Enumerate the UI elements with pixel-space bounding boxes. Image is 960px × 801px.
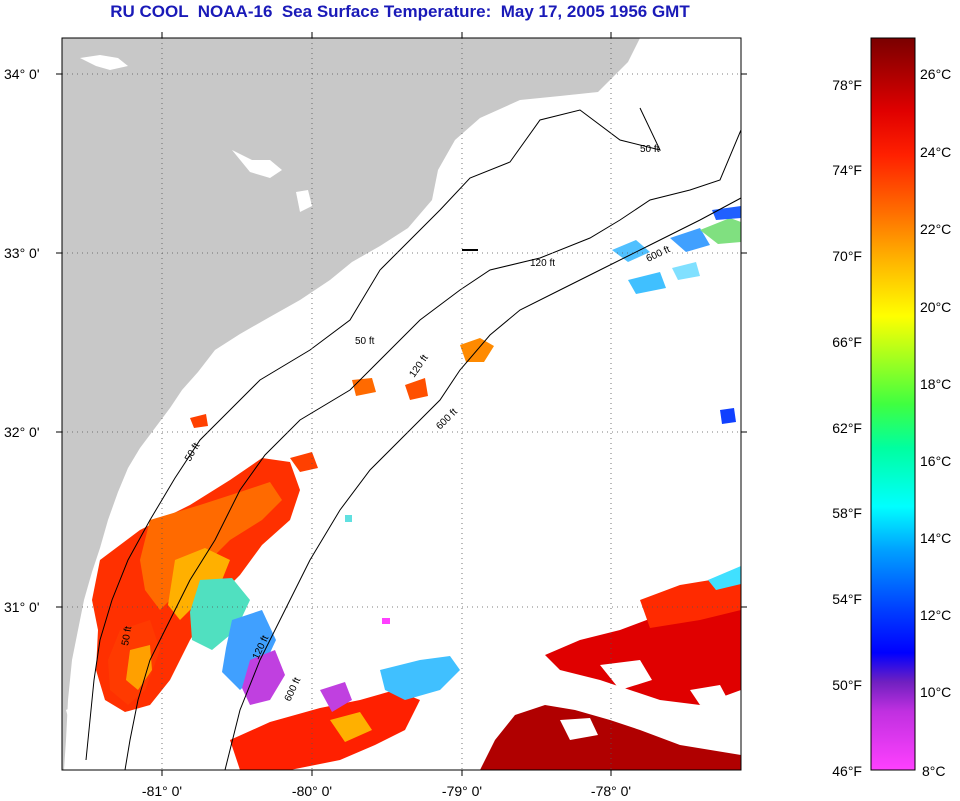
colorbar-f-label: 70°F <box>832 248 862 264</box>
contour-120ft <box>124 129 741 770</box>
contour-50ft <box>85 107 661 761</box>
colorbar-f-label: 62°F <box>832 420 862 436</box>
lon-label: -79° 0' <box>442 783 482 799</box>
colorbar-f-label: 66°F <box>832 334 862 350</box>
lat-label: 34° 0' <box>4 66 40 82</box>
lat-label: 31° 0' <box>4 599 40 615</box>
contour-label: 50 ft <box>120 625 134 646</box>
colorbar-f-label: 74°F <box>832 162 862 178</box>
bathymetry-contours <box>85 107 741 770</box>
colorbar-c-label: 10°C <box>920 684 951 700</box>
colorbar-c-label: 16°C <box>920 453 951 469</box>
colorbar-f-label: 78°F <box>832 77 862 93</box>
colorbar-c-label: 24°C <box>920 144 951 160</box>
colorbar-f-label: 50°F <box>832 677 862 693</box>
lon-label: -78° 0' <box>591 783 631 799</box>
colorbar-c-label: 12°C <box>920 607 951 623</box>
inland-patch <box>80 55 128 70</box>
sst-data <box>92 206 741 770</box>
contour-label: 50 ft <box>355 336 375 347</box>
colorbar-c-labels: 26°C 24°C 22°C 20°C 18°C 16°C 14°C 12°C … <box>920 66 951 779</box>
colorbar-c-label: 26°C <box>920 66 951 82</box>
land-mass <box>62 38 640 770</box>
colorbar-c-label: 8°C <box>922 763 946 779</box>
map-grid <box>62 38 741 770</box>
colorbar-f-labels: 78°F 74°F 70°F 66°F 62°F 58°F 54°F 50°F … <box>832 77 862 779</box>
colorbar-c-label: 20°C <box>920 299 951 315</box>
contour-label: 120 ft <box>530 258 555 269</box>
map-ticks <box>56 32 747 776</box>
colorbar <box>870 37 916 771</box>
inland-patch <box>66 706 78 724</box>
colorbar-f-label: 54°F <box>832 591 862 607</box>
lat-label: 32° 0' <box>4 424 40 440</box>
inland-patch <box>232 150 282 178</box>
lon-label: -80° 0' <box>292 783 332 799</box>
colorbar-f-label: 46°F <box>832 763 862 779</box>
lon-label: -81° 0' <box>142 783 182 799</box>
contour-600ft <box>224 197 741 770</box>
colorbar-c-label: 18°C <box>920 376 951 392</box>
colorbar-c-label: 14°C <box>920 530 951 546</box>
inland-patch <box>296 190 312 212</box>
lat-label: 33° 0' <box>4 245 40 261</box>
contour-label: 50 ft <box>640 144 660 155</box>
colorbar-c-label: 22°C <box>920 221 951 237</box>
map-title: RU COOL NOAA-16 Sea Surface Temperature:… <box>110 2 690 21</box>
colorbar-f-label: 58°F <box>832 505 862 521</box>
